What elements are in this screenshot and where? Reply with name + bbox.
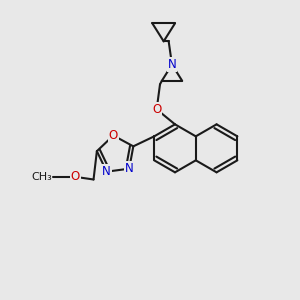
Text: N: N — [125, 162, 134, 175]
Text: N: N — [168, 58, 176, 71]
Text: O: O — [70, 170, 80, 183]
Text: O: O — [152, 103, 161, 116]
Text: CH₃: CH₃ — [32, 172, 52, 182]
Text: N: N — [102, 165, 111, 178]
Text: O: O — [109, 129, 118, 142]
